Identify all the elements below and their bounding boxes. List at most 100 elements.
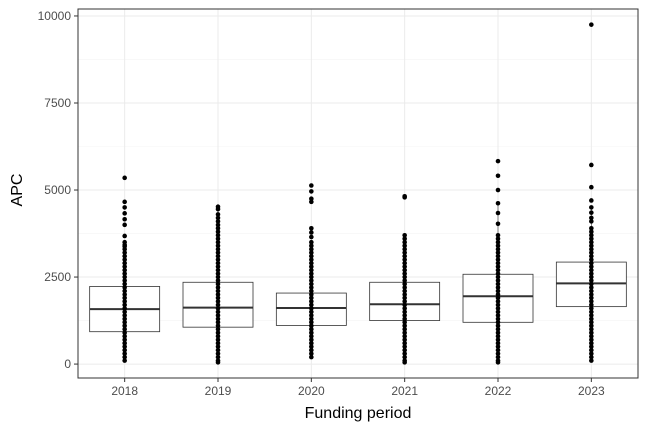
data-point [589, 340, 594, 346]
data-point [589, 337, 594, 343]
points-2018 [122, 175, 127, 363]
data-point [495, 246, 501, 252]
data-point [495, 326, 501, 332]
data-point [402, 306, 407, 311]
data-point [122, 299, 127, 304]
data-point [122, 264, 127, 269]
data-point [215, 330, 221, 336]
data-point [215, 278, 221, 283]
data-point [215, 236, 221, 242]
panel-border [77, 8, 639, 379]
data-point [309, 260, 314, 266]
data-point [215, 215, 221, 221]
data-point [215, 274, 221, 280]
data-point [402, 316, 407, 322]
data-point [122, 306, 127, 311]
data-point [122, 302, 127, 308]
data-point [122, 246, 127, 252]
data-point [122, 316, 127, 322]
x-tick-label: 2019 [205, 384, 232, 398]
data-point [589, 236, 594, 242]
data-point [589, 330, 594, 336]
data-point [589, 219, 594, 224]
data-point [589, 260, 594, 266]
x-axis: 2018 2019 2020 2021 2022 2023 [111, 378, 605, 398]
data-point [309, 271, 314, 276]
data-point [589, 302, 594, 308]
points-2020 [309, 183, 314, 360]
data-point [495, 243, 501, 249]
data-point [309, 354, 314, 360]
data-point [122, 257, 127, 262]
data-point [309, 243, 314, 249]
data-point [122, 354, 127, 360]
y-tick-label: 7500 [44, 96, 71, 110]
data-point [402, 337, 407, 343]
data-point [309, 292, 314, 297]
data-point [215, 354, 221, 360]
data-point [309, 302, 314, 308]
data-point [402, 232, 407, 238]
data-point [495, 306, 501, 311]
data-point [215, 360, 221, 365]
data-point [495, 271, 501, 276]
y-axis: 0 2500 5000 7500 10000 [38, 9, 78, 371]
data-point [122, 288, 127, 294]
data-point [589, 246, 594, 252]
data-point [215, 347, 221, 353]
data-point [402, 253, 407, 259]
data-point [495, 250, 501, 255]
data-point [309, 257, 314, 262]
data-point [589, 22, 594, 27]
x-tick-label: 2020 [298, 384, 325, 398]
data-point [589, 210, 594, 215]
data-point [589, 351, 594, 356]
data-point [495, 264, 501, 269]
data-point [122, 199, 127, 205]
data-point [495, 200, 501, 206]
data-point [215, 250, 221, 255]
data-point [122, 278, 127, 283]
data-point [495, 360, 501, 365]
data-point [122, 344, 127, 349]
data-point [122, 337, 127, 343]
data-point [215, 229, 221, 235]
data-point [215, 226, 221, 231]
data-point [402, 271, 407, 276]
data-point [589, 184, 594, 190]
data-point [589, 313, 594, 318]
data-point [122, 292, 127, 297]
data-point [589, 264, 594, 269]
data-point [495, 333, 501, 339]
data-point [495, 260, 501, 266]
data-point [215, 340, 221, 346]
data-point [402, 333, 407, 339]
data-point [122, 340, 127, 346]
data-point [495, 337, 501, 343]
data-point [122, 253, 127, 259]
data-point [309, 278, 314, 283]
data-point [495, 210, 501, 216]
data-point [309, 337, 314, 343]
data-point [402, 347, 407, 353]
data-point [495, 173, 501, 179]
x-tick-label: 2022 [485, 384, 512, 398]
data-point [215, 257, 221, 262]
data-point [122, 216, 127, 222]
data-point [215, 337, 221, 343]
data-point [589, 253, 594, 259]
data-point [215, 243, 221, 249]
data-point [122, 330, 127, 336]
data-point [309, 326, 314, 332]
y-tick-label: 5000 [44, 183, 71, 197]
data-point [402, 326, 407, 332]
data-point [402, 267, 407, 273]
data-point [215, 299, 221, 304]
data-point [495, 288, 501, 294]
data-point [589, 288, 594, 294]
data-point [589, 358, 594, 363]
data-point [589, 323, 594, 329]
data-point [309, 226, 314, 231]
data-point [309, 295, 314, 301]
data-point [402, 278, 407, 283]
